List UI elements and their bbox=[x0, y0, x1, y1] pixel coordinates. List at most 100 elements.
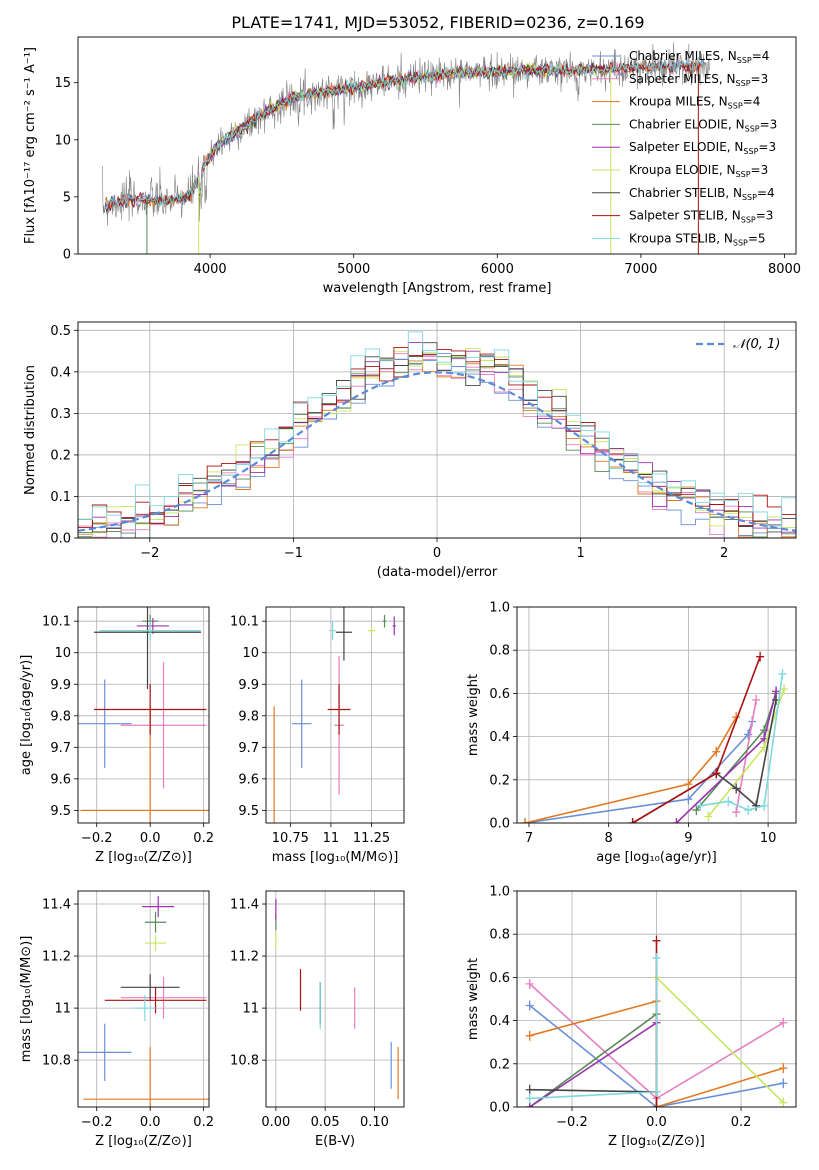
weight-point-marker bbox=[652, 1086, 661, 1097]
legend-entry: Kroupa ELODIE, NSSP=3 bbox=[629, 163, 768, 179]
weight-point-marker bbox=[712, 746, 721, 757]
legend-suffix: =3 bbox=[751, 163, 769, 177]
x-tick-label: 0.0 bbox=[140, 1115, 161, 1130]
weight-point-marker bbox=[652, 935, 661, 946]
x-tick-label: −0.2 bbox=[81, 831, 113, 846]
plot-area bbox=[525, 935, 788, 1107]
error-bar-point-4 bbox=[142, 896, 175, 918]
plot-area bbox=[78, 896, 209, 1107]
y-tick-label: 0.4 bbox=[50, 365, 71, 380]
normal-curve bbox=[78, 371, 796, 532]
x-tick-label: 10 bbox=[760, 831, 777, 846]
y-tick-label: 0.3 bbox=[50, 407, 71, 422]
x-tick-label: 1 bbox=[576, 546, 584, 561]
legend-sub: SSP bbox=[737, 56, 752, 65]
spectrum-panel: 4000 5000 6000 7000 8000 0 5 10 15 wavelength [An… bbox=[23, 36, 801, 296]
weight-point-marker bbox=[525, 978, 534, 989]
y-tick-label: 0.4 bbox=[489, 1014, 510, 1029]
error-bar-point-7 bbox=[104, 987, 207, 1014]
y-tick-label: 11.4 bbox=[42, 898, 71, 913]
weight-point-marker bbox=[712, 768, 721, 779]
weight-line-6 bbox=[529, 1088, 657, 1093]
error-bar-point-5 bbox=[368, 627, 375, 634]
axes-frame bbox=[265, 890, 405, 1108]
x-tick-label: 5000 bbox=[337, 262, 370, 277]
axes-frame bbox=[77, 36, 797, 255]
x-axis-label: Z [log₁₀(Z/Z⊙)] bbox=[95, 1134, 192, 1149]
x-tick-label: 8000 bbox=[768, 262, 801, 277]
error-bar-point-8 bbox=[134, 995, 156, 1022]
weight-point-marker bbox=[779, 1017, 788, 1028]
error-bar-point-6 bbox=[120, 974, 180, 1001]
y-tick-label: 0.2 bbox=[50, 448, 71, 463]
plot-area bbox=[520, 651, 789, 823]
legend-suffix: =3 bbox=[758, 140, 776, 154]
weight-line-2 bbox=[524, 716, 737, 823]
y-tick-label: 0.2 bbox=[489, 1057, 510, 1072]
x-tick-label: 8 bbox=[605, 831, 613, 846]
x-tick-label: 0.00 bbox=[261, 1115, 290, 1130]
y-tick-label: 9.8 bbox=[238, 709, 259, 724]
x-tick-label: 0.10 bbox=[360, 1115, 389, 1130]
y-axis-label: mass [log₁₀(M/M⊙)] bbox=[19, 936, 34, 1063]
error-bar-point-7 bbox=[94, 684, 207, 735]
x-tick-label: −1 bbox=[284, 546, 303, 561]
weight-point-marker bbox=[525, 1093, 534, 1104]
y-tick-label: 10.8 bbox=[42, 1054, 71, 1069]
error-bar-point-8 bbox=[99, 621, 201, 641]
weight-point-marker bbox=[779, 1097, 788, 1107]
x-tick-label: −0.2 bbox=[556, 1115, 588, 1130]
age-vs-Z-panel: −0.2 0.0 0.2 9.5 9.6 9.7 9.8 9.9 10 10.1 Z [log₁₀(… bbox=[19, 606, 214, 865]
y-axis-label: Flux [fλ10⁻¹⁷ erg cm⁻² s⁻¹ A⁻¹] bbox=[23, 47, 38, 244]
y-tick-label: 0.6 bbox=[489, 687, 510, 702]
axes-frame bbox=[516, 890, 797, 1108]
legend-label: Chabrier MILES, N bbox=[629, 49, 737, 63]
x-axis-label: Z [log₁₀(Z/Z⊙)] bbox=[95, 850, 192, 865]
y-tick-label: 10 bbox=[242, 646, 259, 661]
residual-histogram-8 bbox=[78, 331, 796, 538]
x-tick-label: 0.0 bbox=[646, 1115, 667, 1130]
error-bar-point-0 bbox=[78, 679, 132, 768]
x-tick-label: 11.25 bbox=[353, 831, 390, 846]
axes-frame bbox=[77, 321, 797, 539]
legend-sub: SSP bbox=[736, 79, 751, 88]
weight-point-marker bbox=[525, 1102, 534, 1107]
y-tick-label: 10 bbox=[54, 133, 71, 148]
model-spectrum-7 bbox=[105, 60, 702, 212]
x-tick-label: 0.0 bbox=[140, 831, 161, 846]
x-tick-label: 7 bbox=[525, 831, 533, 846]
weight-point-marker bbox=[684, 779, 693, 790]
y-tick-label: 9.5 bbox=[238, 804, 259, 819]
y-tick-label: 11.4 bbox=[230, 898, 259, 913]
weight-point-marker bbox=[732, 783, 741, 794]
x-axis-label: Z [log₁₀(Z/Z⊙)] bbox=[608, 1134, 705, 1149]
x-axis-label: E(B-V) bbox=[315, 1134, 355, 1149]
legend-suffix: =4 bbox=[757, 186, 775, 200]
error-bar-point-0 bbox=[78, 1023, 132, 1081]
model-spectrum-6 bbox=[104, 59, 698, 212]
plot-area bbox=[275, 898, 399, 1100]
y-tick-label: 9.5 bbox=[50, 804, 71, 819]
weight-point-marker bbox=[525, 1000, 534, 1011]
weight-point-marker bbox=[692, 805, 701, 816]
y-tick-label: 0.4 bbox=[489, 730, 510, 745]
plot-area bbox=[102, 42, 710, 254]
y-tick-label: 9.6 bbox=[238, 772, 259, 787]
y-tick-label: 10 bbox=[54, 646, 71, 661]
legend-suffix: =4 bbox=[743, 95, 761, 109]
y-axis-label: mass weight bbox=[466, 958, 481, 1040]
weight-point-marker bbox=[744, 805, 753, 816]
y-tick-label: 9.8 bbox=[50, 709, 71, 724]
legend-suffix: =3 bbox=[756, 209, 774, 223]
weight-point-marker bbox=[696, 800, 705, 811]
weight-point-marker bbox=[772, 686, 781, 697]
figure-title: PLATE=1741, MJD=53052, FIBERID=0236, z=0… bbox=[231, 13, 644, 32]
data-spectrum bbox=[102, 42, 710, 226]
x-tick-label: 0.05 bbox=[311, 1115, 340, 1130]
residual-legend: 𝒩(0, 1) bbox=[696, 337, 780, 352]
weight-point-marker bbox=[778, 668, 787, 679]
error-bar-point-3 bbox=[382, 614, 387, 628]
weight-point-marker bbox=[525, 1030, 534, 1041]
